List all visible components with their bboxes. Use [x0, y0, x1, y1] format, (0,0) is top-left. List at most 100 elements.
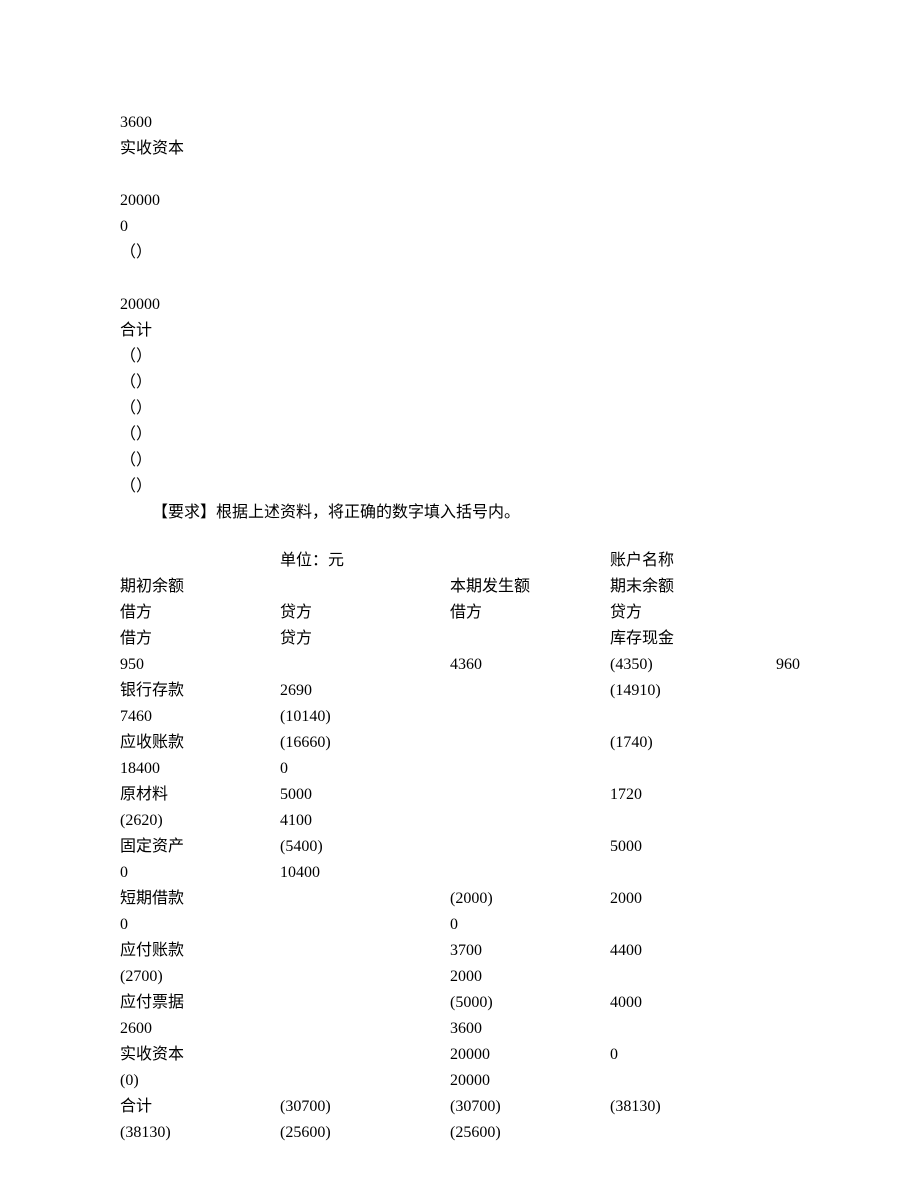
total-row-2: (38130) (25600) (25600): [120, 1120, 800, 1146]
text-line: 合计: [120, 318, 800, 344]
value-cell: 960: [770, 652, 800, 678]
header-row-4: 借方 贷方 库存现金: [120, 626, 800, 652]
value-cell: 0: [450, 912, 610, 938]
account-name: 应付票据: [120, 990, 280, 1016]
blank-cell: [770, 860, 800, 886]
blank-cell: [770, 1120, 800, 1146]
blank-cell: [450, 678, 610, 704]
account-name-label: 账户名称: [610, 548, 770, 574]
blank-cell: [450, 548, 610, 574]
blank-cell: [770, 912, 800, 938]
value-cell: (5400): [280, 834, 450, 860]
text-line: 实收资本: [120, 136, 800, 162]
value-cell: 2000: [610, 886, 770, 912]
debit-label: 借方: [120, 600, 280, 626]
credit-label: 贷方: [280, 626, 450, 652]
value-cell: 10400: [280, 860, 450, 886]
blank-cell: [770, 808, 800, 834]
text-line: （）: [120, 474, 800, 500]
text-line: （）: [120, 422, 800, 448]
value-cell: 5000: [280, 782, 450, 808]
text-line: （）: [120, 448, 800, 474]
capital-row-2: (0) 20000: [120, 1068, 800, 1094]
cash-row: 950 4360 (4350) 960: [120, 652, 800, 678]
blank-cell: [770, 548, 800, 574]
value-cell: (2000): [450, 886, 610, 912]
value-cell: 0: [120, 912, 280, 938]
answer-section: 单位：元 账户名称 期初余额 本期发生额 期末余额 借方 贷方 借方 贷方 借方…: [120, 548, 800, 1146]
blank-cell: [770, 990, 800, 1016]
value-cell: 4000: [610, 990, 770, 1016]
requirement-line: 【要求】根据上述资料，将正确的数字填入括号内。: [120, 500, 800, 526]
account-name: 短期借款: [120, 886, 280, 912]
blank-cell: [280, 1068, 450, 1094]
value-cell: 3600: [450, 1016, 610, 1042]
text-line: 0: [120, 214, 800, 240]
bank-row-1: 银行存款 2690 (14910): [120, 678, 800, 704]
blank-cell: [280, 1016, 450, 1042]
payable-row-1: 应付账款 3700 4400: [120, 938, 800, 964]
bank-row-2: 7460 (10140): [120, 704, 800, 730]
value-cell: (1740): [610, 730, 770, 756]
text-line: （）: [120, 396, 800, 422]
blank-cell: [770, 678, 800, 704]
blank-cell: [610, 1068, 770, 1094]
value-cell: 0: [280, 756, 450, 782]
value-cell: (25600): [280, 1120, 450, 1146]
value-cell: (30700): [450, 1094, 610, 1120]
blank-line: [120, 266, 800, 292]
blank-cell: [280, 990, 450, 1016]
value-cell: (38130): [610, 1094, 770, 1120]
blank-cell: [770, 782, 800, 808]
period-occur-label: 本期发生额: [450, 574, 610, 600]
material-row-2: (2620) 4100: [120, 808, 800, 834]
value-cell: (38130): [120, 1120, 280, 1146]
account-name: 实收资本: [120, 1042, 280, 1068]
blank-cell: [280, 938, 450, 964]
blank-cell: [280, 652, 450, 678]
header-row-2: 期初余额 本期发生额 期末余额: [120, 574, 800, 600]
fixed-asset-row-2: 0 10400: [120, 860, 800, 886]
value-cell: 18400: [120, 756, 280, 782]
account-name: 应付账款: [120, 938, 280, 964]
blank-cell: [770, 600, 800, 626]
blank-cell: [610, 704, 770, 730]
value-cell: 2690: [280, 678, 450, 704]
blank-cell: [770, 626, 800, 652]
account-name: 应收账款: [120, 730, 280, 756]
text-line: （）: [120, 240, 800, 266]
blank-cell: [770, 1094, 800, 1120]
blank-cell: [610, 756, 770, 782]
text-line: （）: [120, 370, 800, 396]
blank-cell: [610, 808, 770, 834]
blank-cell: [770, 756, 800, 782]
blank-cell: [770, 886, 800, 912]
account-name: 银行存款: [120, 678, 280, 704]
blank-cell: [450, 860, 610, 886]
short-loan-row-1: 短期借款 (2000) 2000: [120, 886, 800, 912]
blank-cell: [770, 704, 800, 730]
value-cell: (2620): [120, 808, 280, 834]
value-cell: (2700): [120, 964, 280, 990]
value-cell: 0: [120, 860, 280, 886]
payable-row-2: (2700) 2000: [120, 964, 800, 990]
notes-payable-row-2: 2600 3600: [120, 1016, 800, 1042]
blank-cell: [610, 1120, 770, 1146]
value-cell: (14910): [610, 678, 770, 704]
blank-cell: [450, 730, 610, 756]
capital-row-1: 实收资本 20000 0: [120, 1042, 800, 1068]
account-name: 固定资产: [120, 834, 280, 860]
value-cell: (10140): [280, 704, 450, 730]
blank-cell: [450, 756, 610, 782]
credit-label: 贷方: [280, 600, 450, 626]
fixed-asset-row-1: 固定资产 (5400) 5000: [120, 834, 800, 860]
value-cell: (5000): [450, 990, 610, 1016]
account-name: 原材料: [120, 782, 280, 808]
blank-cell: [770, 964, 800, 990]
value-cell: 4360: [450, 652, 610, 678]
blank-cell: [120, 548, 280, 574]
value-cell: (30700): [280, 1094, 450, 1120]
value-cell: 7460: [120, 704, 280, 730]
blank-cell: [610, 1016, 770, 1042]
total-row-1: 合计 (30700) (30700) (38130): [120, 1094, 800, 1120]
